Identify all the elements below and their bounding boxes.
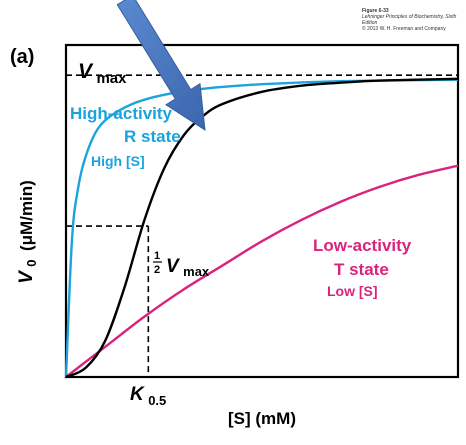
x-axis-label: [S] (mM) [228, 409, 296, 428]
half-vmax-label: 1 2 V max [153, 250, 210, 279]
credit-book: Lehninger Principles of Biochemistry, Si… [362, 14, 457, 26]
series-high-activity-curve [64, 78, 459, 378]
series-sigmoid-curve [65, 77, 459, 379]
figure-credit: Figure 6-33 Lehninger Principles of Bioc… [362, 8, 466, 32]
k05-label-sub: 0.5 [148, 393, 166, 408]
high-activity-label-line2: R state [124, 127, 181, 146]
half-label-numerator: 1 [154, 250, 160, 262]
credit-figure: Figure 6-33 [362, 8, 389, 14]
vmax-label-sub: max [96, 70, 127, 87]
series-low-activity-curve [65, 164, 459, 378]
low-s-label: Low [S] [327, 283, 378, 299]
half-label-denominator: 2 [154, 264, 160, 276]
high-s-label: High [S] [91, 153, 145, 169]
svg-text:V max: V max [166, 256, 210, 279]
low-activity-label-line1: Low-activity [313, 236, 412, 255]
panel-label: (a) [10, 46, 34, 68]
credit-copyright: © 2013 W. H. Freeman and Company [362, 26, 446, 32]
y-axis-label-main: V [16, 270, 37, 284]
k05-label-main: K [130, 384, 145, 405]
k05-label: K 0.5 [130, 384, 166, 408]
plot-frame [64, 43, 460, 379]
pointer-arrow [116, 0, 206, 131]
high-activity-label-line1: High-activity [70, 104, 173, 123]
low-activity-label-line2: T state [334, 260, 389, 279]
vmax-label-main: V [78, 60, 94, 83]
y-axis-label-sub: 0 [24, 259, 39, 266]
half-label-sub: max [183, 264, 210, 279]
y-axis-label: V 0 (μM/min) [16, 180, 40, 284]
y-axis-label-unit: (μM/min) [17, 180, 36, 251]
vmax-label: V max [78, 60, 127, 87]
half-label-main: V [166, 256, 180, 277]
